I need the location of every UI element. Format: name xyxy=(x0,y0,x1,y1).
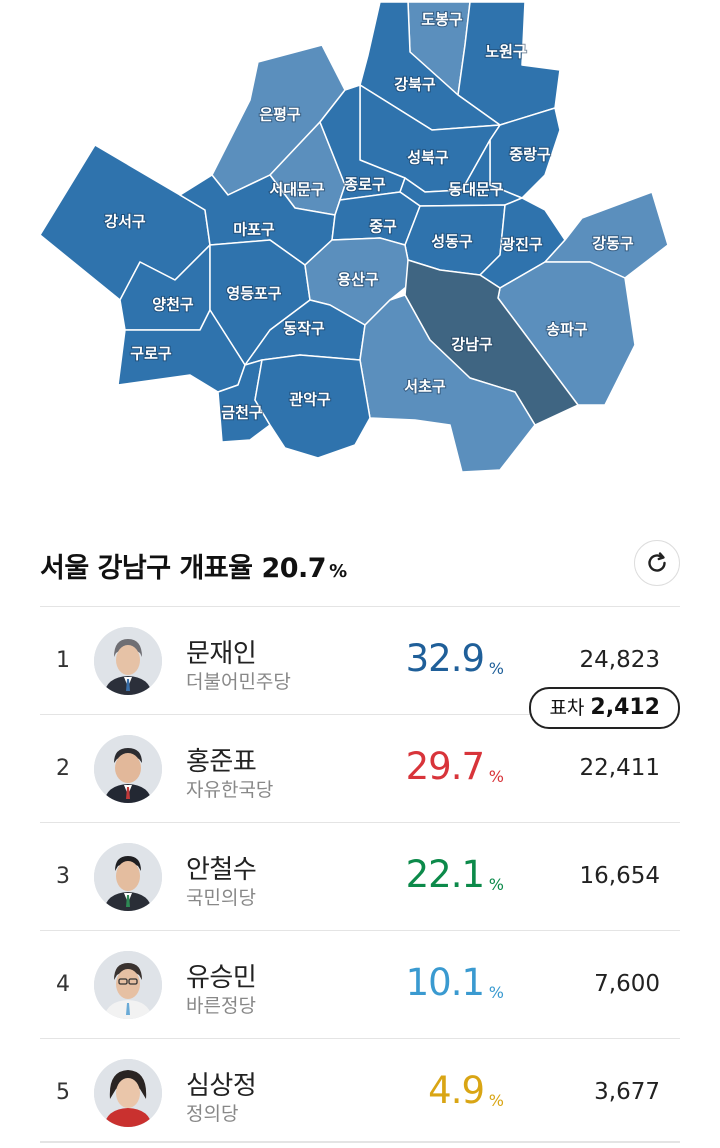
candidate-name: 심상정 xyxy=(186,1071,257,1101)
candidate-avatar xyxy=(94,627,162,695)
seoul-district-map: 도봉구 노원구 강북구 은평구 성북구 중랑구 서대문구 종로구 동대문구 강서… xyxy=(0,0,720,500)
candidate-avatar xyxy=(94,951,162,1019)
candidate-rate-unit: % xyxy=(488,983,504,1002)
candidate-party: 정의당 xyxy=(186,1103,239,1125)
candidate-party: 더불어민주당 xyxy=(186,671,291,693)
candidate-row[interactable]: 표차 2,412 2 홍준표 자유한국당 29.7 % 22,411 xyxy=(40,687,680,822)
portrait-icon xyxy=(94,951,162,1019)
district-label-yeongdeungpo: 영등포구 xyxy=(226,285,281,303)
district-label-jongno: 종로구 xyxy=(344,176,386,194)
candidate-rank: 1 xyxy=(56,648,70,673)
candidate-votes: 24,823 xyxy=(579,647,660,673)
district-label-seongdong: 성동구 xyxy=(431,233,473,251)
candidate-rank: 3 xyxy=(56,864,70,889)
vote-gap-label: 표차 xyxy=(549,697,585,719)
candidate-rate-unit: % xyxy=(488,767,504,786)
list-bottom-divider xyxy=(40,1141,680,1143)
district-label-dobong: 도봉구 xyxy=(421,11,463,29)
district-label-junggu: 중구 xyxy=(369,218,397,236)
candidate-party: 자유한국당 xyxy=(186,779,274,801)
candidate-votes: 22,411 xyxy=(579,755,660,781)
candidate-party: 바른정당 xyxy=(186,995,256,1017)
candidate-votes: 3,677 xyxy=(594,1079,660,1105)
district-label-nowon: 노원구 xyxy=(485,43,527,61)
candidate-rate-unit: % xyxy=(488,875,504,894)
candidate-row[interactable]: 1 문재인 더불어민주당 32.9 % 24,823 xyxy=(40,606,680,714)
candidate-rank: 5 xyxy=(56,1080,70,1105)
district-gwanak[interactable] xyxy=(254,354,371,459)
district-label-jungnang: 중랑구 xyxy=(509,146,551,164)
candidate-rank: 2 xyxy=(56,756,70,781)
district-label-seongbuk: 성북구 xyxy=(407,149,449,167)
portrait-icon xyxy=(94,627,162,695)
district-label-seocho: 서초구 xyxy=(404,378,446,396)
candidate-rate-unit: % xyxy=(488,1091,504,1110)
candidate-avatar xyxy=(94,1059,162,1127)
portrait-icon xyxy=(94,843,162,911)
portrait-icon xyxy=(94,735,162,803)
district-label-gwangjin: 광진구 xyxy=(501,236,543,254)
results-header: 서울 강남구 개표율 20.7% xyxy=(40,540,680,590)
district-label-yangcheon: 양천구 xyxy=(152,296,194,314)
candidate-rate: 10.1 xyxy=(405,961,485,1004)
candidate-rate: 22.1 xyxy=(405,853,485,896)
title-rate-unit: % xyxy=(329,561,347,582)
refresh-icon xyxy=(648,552,666,572)
candidate-avatar xyxy=(94,735,162,803)
candidate-rate: 4.9 xyxy=(428,1069,485,1112)
refresh-button[interactable] xyxy=(634,540,680,586)
district-label-seodaemun: 서대문구 xyxy=(269,181,324,199)
district-label-gangnam: 강남구 xyxy=(451,336,493,354)
candidate-name: 안철수 xyxy=(186,855,257,885)
title-rate: 20.7 xyxy=(261,553,327,584)
candidate-name: 문재인 xyxy=(186,639,257,669)
page-title: 서울 강남구 개표율 20.7% xyxy=(40,546,347,585)
district-label-yongsan: 용산구 xyxy=(337,271,379,289)
candidate-votes: 7,600 xyxy=(594,971,660,997)
district-label-gangseo: 강서구 xyxy=(104,213,146,231)
candidate-name: 홍준표 xyxy=(186,747,257,777)
candidate-party: 국민의당 xyxy=(186,887,256,909)
candidate-votes: 16,654 xyxy=(579,863,660,889)
portrait-icon xyxy=(94,1059,162,1127)
district-label-geumcheon: 금천구 xyxy=(221,404,263,422)
candidate-rate: 29.7 xyxy=(405,745,485,788)
district-label-guro: 구로구 xyxy=(130,345,172,363)
candidate-list: 1 문재인 더불어민주당 32.9 % 24,823 표차 2,412 2 xyxy=(40,606,680,1146)
district-label-mapo: 마포구 xyxy=(233,221,275,239)
district-label-songpa: 송파구 xyxy=(546,321,588,339)
vote-gap-value: 2,412 xyxy=(590,695,660,720)
district-seocho[interactable] xyxy=(359,294,536,473)
district-label-gangbuk: 강북구 xyxy=(394,76,436,94)
vote-gap-badge: 표차 2,412 xyxy=(529,687,680,729)
district-label-eunpyeong: 은평구 xyxy=(259,106,301,124)
district-label-gangdong: 강동구 xyxy=(592,235,634,253)
candidate-row[interactable]: 3 안철수 국민의당 22.1 % 16,654 xyxy=(40,822,680,930)
candidate-row[interactable]: 5 심상정 정의당 4.9 % 3,677 xyxy=(40,1038,680,1146)
candidate-rank: 4 xyxy=(56,972,70,997)
candidate-name: 유승민 xyxy=(186,963,257,993)
candidate-row[interactable]: 4 유승민 바른정당 10.1 % 7,600 xyxy=(40,930,680,1038)
seoul-map-svg: 도봉구 노원구 강북구 은평구 성북구 중랑구 서대문구 종로구 동대문구 강서… xyxy=(39,1,669,473)
district-label-gwanak: 관악구 xyxy=(289,391,331,409)
district-label-dongjak: 동작구 xyxy=(283,320,325,338)
candidate-rate: 32.9 xyxy=(405,637,485,680)
district-label-dongdaemun: 동대문구 xyxy=(448,181,503,199)
title-text: 서울 강남구 개표율 xyxy=(40,553,253,584)
candidate-avatar xyxy=(94,843,162,911)
candidate-rate-unit: % xyxy=(488,659,504,678)
